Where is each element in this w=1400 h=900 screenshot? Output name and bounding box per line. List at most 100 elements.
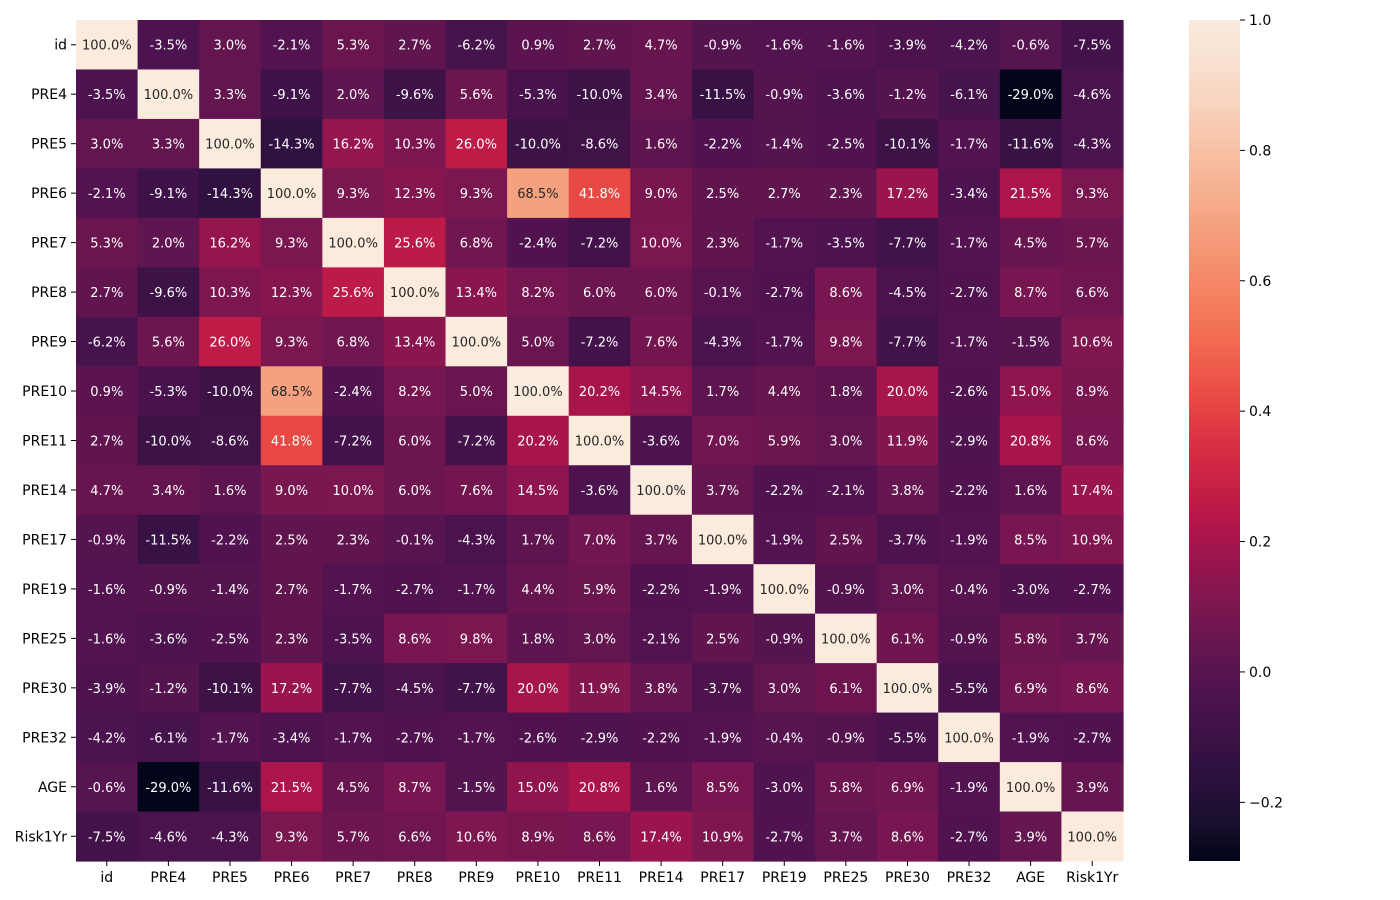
cell-value-label: 5.0% (521, 336, 554, 351)
heatmap-cell-PRE4-PRE25 (815, 69, 878, 120)
heatmap-cell-PRE8-PRE19 (753, 267, 816, 318)
cell-value-label: 5.9% (768, 435, 801, 450)
heatmap-cell-PRE30-PRE19 (753, 663, 816, 714)
cell-value-label: -0.9% (827, 583, 865, 598)
cell-value-label: 26.0% (209, 336, 250, 351)
heatmap-cell-PRE19-PRE30 (876, 564, 939, 615)
heatmap-cell-PRE25-AGE (999, 613, 1063, 664)
heatmap-cell-PRE10-PRE9 (445, 366, 508, 417)
cell-value-label: 25.6% (332, 286, 373, 301)
heatmap-cell-PRE17-PRE8 (383, 514, 447, 565)
cell-value-label: -0.6% (88, 781, 126, 796)
heatmap-cell-PRE8-PRE32 (938, 267, 1001, 318)
cell-value-label: 1.6% (645, 781, 678, 796)
cell-value-label: 9.3% (337, 187, 370, 202)
heatmap-cell-PRE19-id (76, 564, 139, 615)
column-labels: id PRE4 PRE5 PRE6 PRE7 PRE8 PRE9 PRE10 PRE11 PRE1… (100, 861, 1119, 886)
heatmap-cell-AGE-PRE25 (815, 762, 878, 813)
y-tick-label-PRE19: PRE19 (22, 582, 67, 598)
heatmap-cell-PRE30-PRE7 (322, 663, 385, 714)
cell-value-label: -0.9% (150, 583, 188, 598)
cell-value-label: 20.8% (1010, 435, 1051, 450)
cell-value-label: -1.9% (765, 533, 803, 548)
heatmap-cell-PRE10-PRE8 (383, 366, 447, 417)
heatmap-cell-PRE9-PRE11 (568, 316, 631, 367)
cell-value-label: 10.3% (394, 138, 435, 153)
cell-value-label: -3.5% (334, 632, 372, 647)
heatmap-cell-PRE7-PRE10 (507, 217, 570, 268)
cell-value-label: -4.3% (457, 533, 495, 548)
heatmap-cell-PRE30-PRE17 (691, 663, 755, 714)
heatmap-cell-PRE8-AGE (999, 267, 1063, 318)
heatmap-cell-PRE32-id (76, 712, 139, 763)
cell-value-label: -10.0% (515, 138, 561, 153)
heatmap-cell-PRE9-PRE14 (630, 316, 693, 367)
cell-value-label: 2.7% (275, 583, 308, 598)
cell-value-label: -1.9% (1012, 731, 1050, 746)
cell-value-label: 1.6% (1014, 484, 1047, 499)
heatmap-cell-Risk1Yr-PRE9 (445, 811, 508, 862)
heatmap-cell-PRE25-PRE8 (383, 613, 447, 664)
heatmap-cell-PRE19-PRE32 (938, 564, 1001, 615)
cell-value-label: -3.5% (88, 88, 126, 103)
cell-value-label: 7.6% (645, 336, 678, 351)
heatmap-cell-PRE6-PRE32 (938, 168, 1001, 219)
heatmap-cell-PRE4-PRE11 (568, 69, 631, 120)
x-tick-label-PRE7: PRE7 (335, 870, 371, 886)
cell-value-label: 2.3% (829, 187, 862, 202)
heatmap-cell-PRE32-PRE17 (691, 712, 755, 763)
cell-value-label: -1.9% (950, 781, 988, 796)
heatmap-cell-PRE6-id (76, 168, 139, 219)
row-labels: id PRE4 PRE5 PRE6 PRE7 PRE8 PRE9 PRE10 PRE11 PRE1… (15, 38, 76, 845)
heatmap-cell-AGE-PRE6 (260, 762, 323, 813)
cell-value-label: 3.8% (891, 484, 924, 499)
heatmap-cell-PRE14-PRE8 (383, 465, 447, 516)
cell-value-label: -29.0% (1008, 88, 1054, 103)
colorbar-tick-label: −0.2 (1249, 795, 1283, 811)
cell-value-label: 1.8% (829, 385, 862, 400)
heatmap-cell-PRE4-PRE32 (938, 69, 1001, 120)
heatmap-cell-PRE25-PRE7 (322, 613, 385, 664)
cell-value-label: 26.0% (456, 138, 497, 153)
heatmap-cell-PRE7-PRE25 (815, 217, 878, 268)
heatmap-cell-PRE11-PRE19 (753, 415, 816, 466)
y-tick-label-PRE7: PRE7 (31, 236, 67, 252)
heatmap-cell-PRE17-PRE32 (938, 514, 1001, 565)
heatmap-cell-PRE8-PRE10 (507, 267, 570, 318)
heatmap-cell-PRE14-id (76, 465, 139, 516)
cell-value-label: -1.6% (827, 39, 865, 54)
y-tick-label-id: id (54, 38, 67, 54)
cell-value-label: -2.4% (334, 385, 372, 400)
heatmap-cell-PRE9-PRE25 (815, 316, 878, 367)
cell-value-label: 100.0% (1006, 781, 1056, 796)
cell-value-label: 3.7% (645, 533, 678, 548)
cell-value-label: 15.0% (1010, 385, 1051, 400)
cell-value-label: 5.6% (152, 336, 185, 351)
heatmap-cell-PRE14-PRE30 (876, 465, 939, 516)
x-tick-label-Risk1Yr: Risk1Yr (1066, 870, 1118, 886)
colorbar-tick-label: 0.8 (1249, 143, 1271, 159)
heatmap-cell-PRE32-PRE9 (445, 712, 508, 763)
cell-value-label: -7.2% (334, 435, 372, 450)
heatmap-cell-PRE4-PRE9 (445, 69, 508, 120)
cell-value-label: 1.7% (706, 385, 739, 400)
cell-value-label: 0.9% (521, 39, 554, 54)
cell-value-label: -3.7% (889, 533, 927, 548)
heatmap-cell-PRE32-Risk1Yr (1061, 712, 1124, 763)
cell-value-label: 10.9% (1072, 533, 1113, 548)
cell-value-label: 17.2% (271, 682, 312, 697)
cell-value-label: -2.1% (88, 187, 126, 202)
cell-value-label: -2.5% (827, 138, 865, 153)
cell-value-label: -1.7% (950, 138, 988, 153)
cell-value-label: -14.3% (269, 138, 315, 153)
heatmap-cell-PRE4-PRE4 (137, 69, 200, 120)
heatmap-cell-PRE30-PRE32 (938, 663, 1001, 714)
heatmap-cell-PRE6-Risk1Yr (1061, 168, 1124, 219)
cell-value-label: 20.0% (887, 385, 928, 400)
heatmap-cell-PRE19-PRE19 (753, 564, 816, 615)
cell-value-label: -11.5% (145, 533, 191, 548)
cell-value-label: 6.9% (891, 781, 924, 796)
cell-value-label: -2.2% (704, 138, 742, 153)
cell-value-label: -1.2% (889, 88, 927, 103)
cell-value-label: -1.6% (88, 632, 126, 647)
